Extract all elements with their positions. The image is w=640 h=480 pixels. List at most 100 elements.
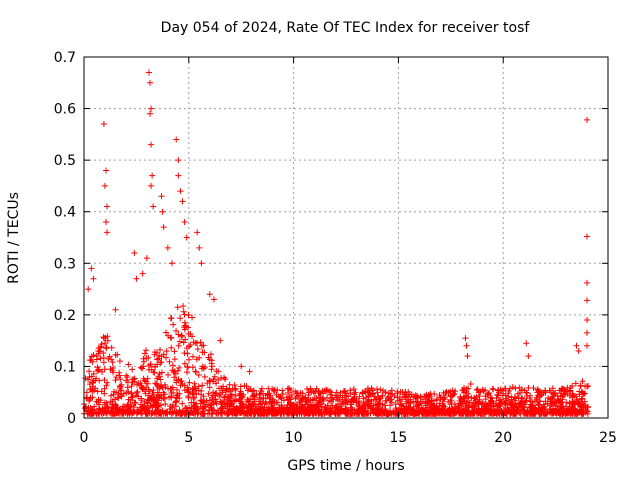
data-point — [525, 353, 532, 360]
data-point — [149, 390, 156, 397]
data-point — [381, 402, 388, 409]
data-point — [171, 374, 178, 381]
data-point — [288, 407, 295, 414]
data-point — [168, 315, 175, 322]
data-point — [404, 396, 411, 403]
data-point — [191, 380, 198, 387]
data-point — [517, 410, 524, 417]
data-point — [347, 401, 354, 408]
data-point — [552, 403, 559, 410]
data-point — [457, 395, 464, 402]
data-point — [162, 401, 169, 408]
data-point — [167, 393, 174, 400]
data-point — [116, 369, 123, 376]
data-point — [124, 384, 131, 391]
data-point — [581, 398, 588, 405]
data-point — [180, 308, 187, 315]
data-point — [138, 395, 145, 402]
data-point — [206, 377, 213, 384]
data-point — [311, 401, 318, 408]
data-point — [315, 390, 322, 397]
data-point — [288, 391, 295, 398]
data-point — [584, 116, 591, 123]
data-point — [556, 387, 563, 394]
data-point — [114, 405, 121, 412]
data-point — [379, 392, 386, 399]
data-point — [95, 410, 102, 417]
data-point — [135, 380, 142, 387]
data-point — [283, 394, 290, 401]
data-point — [375, 393, 382, 400]
data-point — [488, 397, 495, 404]
data-point — [502, 409, 509, 416]
data-point — [181, 360, 188, 367]
data-point — [502, 401, 509, 408]
data-point — [493, 394, 500, 401]
data-point — [337, 390, 344, 397]
data-point — [143, 384, 150, 391]
data-point — [200, 410, 207, 417]
data-point — [183, 410, 190, 417]
data-point — [382, 397, 389, 404]
data-point — [482, 387, 489, 394]
data-point — [127, 408, 134, 415]
data-point — [527, 401, 534, 408]
data-point — [497, 386, 504, 393]
data-point — [131, 378, 138, 385]
data-point — [107, 398, 114, 405]
data-point — [194, 229, 201, 236]
data-point — [174, 304, 181, 311]
data-point — [556, 398, 563, 405]
data-point — [104, 203, 111, 210]
data-point — [196, 354, 203, 361]
data-point — [530, 384, 537, 391]
data-point — [89, 406, 96, 413]
data-point — [305, 392, 312, 399]
data-point — [540, 401, 547, 408]
data-point — [584, 317, 591, 324]
data-point — [186, 379, 193, 386]
data-point — [82, 375, 89, 382]
data-point — [237, 383, 244, 390]
chart-title: Day 054 of 2024, Rate Of TEC Index for r… — [161, 20, 531, 36]
data-point — [90, 370, 97, 377]
x-tick-labels: 0 5 10 15 20 25 — [80, 430, 617, 446]
data-point — [584, 279, 591, 286]
data-point — [533, 394, 540, 401]
data-point — [185, 356, 192, 363]
data-point — [185, 389, 192, 396]
data-point — [90, 351, 97, 358]
data-point — [180, 339, 187, 346]
data-point — [559, 405, 566, 412]
data-point — [179, 381, 186, 388]
data-point — [299, 395, 306, 402]
data-point — [149, 410, 156, 417]
data-point — [175, 157, 182, 164]
data-point — [232, 392, 239, 399]
data-point — [155, 355, 162, 362]
data-point — [143, 347, 150, 354]
data-point — [198, 260, 205, 267]
data-point — [365, 396, 372, 403]
data-point — [223, 386, 230, 393]
data-point — [168, 344, 175, 351]
data-point — [487, 407, 494, 414]
data-point — [138, 364, 145, 371]
data-point — [394, 388, 401, 395]
data-point — [409, 408, 416, 415]
x-tick-label: 15 — [389, 430, 407, 446]
data-point — [302, 407, 309, 414]
data-point — [428, 408, 435, 415]
data-point — [147, 361, 154, 368]
data-point — [328, 395, 335, 402]
data-point — [210, 399, 217, 406]
data-point — [154, 381, 161, 388]
data-point — [179, 400, 186, 407]
data-point — [305, 410, 312, 417]
x-tick-label: 5 — [184, 430, 193, 446]
data-point — [476, 393, 483, 400]
data-point — [356, 393, 363, 400]
data-point — [307, 396, 314, 403]
data-point — [349, 406, 356, 413]
data-point — [321, 387, 328, 394]
